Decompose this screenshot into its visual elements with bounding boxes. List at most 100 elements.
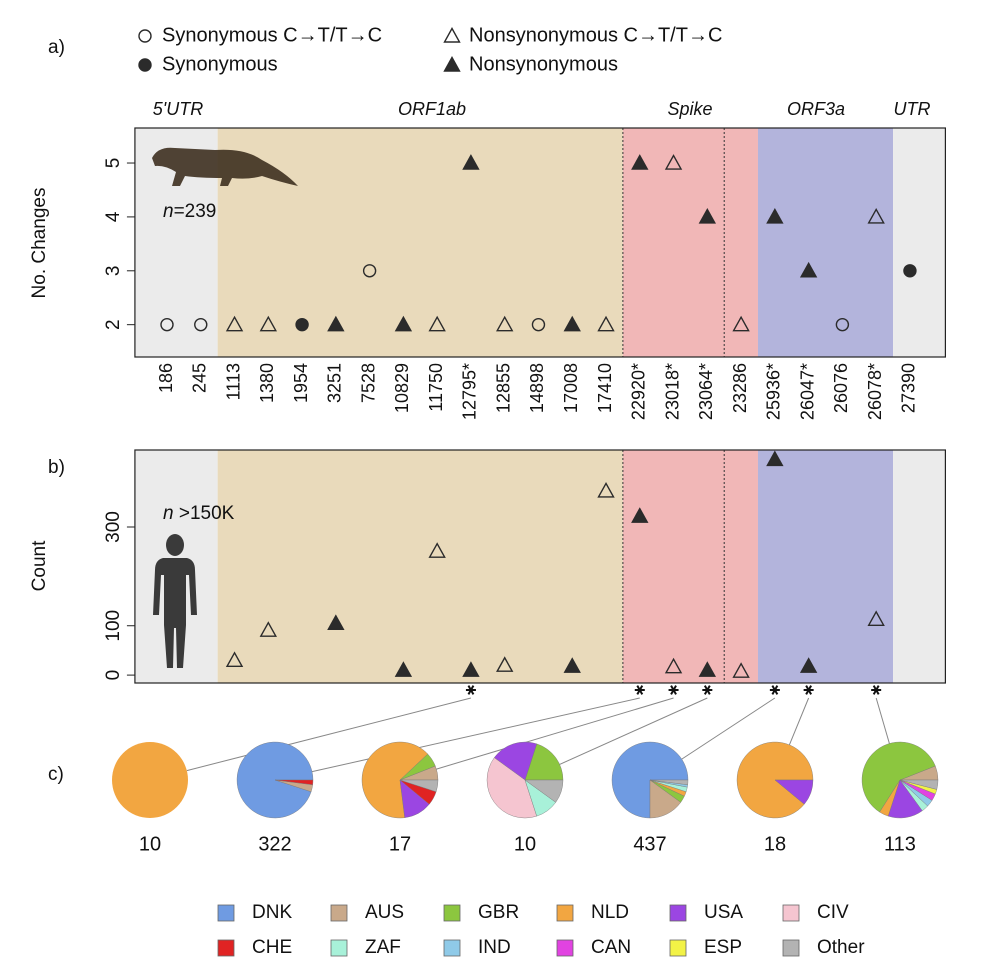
panel-label: a) [48,37,65,58]
point [496,656,514,672]
legend-swatch [669,939,687,957]
star [703,685,711,695]
x-tick-label: 11750 [426,363,446,412]
y-tick-label: 300 [103,511,124,543]
legend-label: Synonymous C→T/T→C [162,24,382,46]
point [766,207,784,224]
region-label: UTR [894,99,931,119]
legend-swatch [443,939,461,957]
region-band [217,128,623,357]
star [872,685,880,695]
y-axis-title: Count [29,540,50,591]
x-tick-label: 12795* [460,363,480,420]
y-tick-label: 4 [103,211,124,222]
legend-label: Nonsynonymous C→T/T→C [469,24,722,46]
pie-slice [649,779,689,785]
connector [311,697,640,773]
pie-total: 437 [633,833,666,855]
pie-slice [399,779,439,792]
x-tick-label: 14898 [527,363,547,413]
star [467,685,475,695]
x-tick-label: 7528 [358,363,378,403]
legend-swatch [556,904,574,922]
pie-total: 10 [139,833,161,855]
panel-label: b) [48,457,65,478]
point [563,657,581,673]
point [563,315,581,332]
x-tick-label: 10829 [392,363,412,413]
y-tick-label: 0 [103,670,124,681]
annotation-part: n [163,201,174,222]
point [664,657,683,674]
point [664,154,683,170]
annotation: n >150K [163,503,235,524]
x-tick-label: 186 [156,363,176,393]
connector [875,697,890,744]
legend-swatch [782,939,800,957]
legend-label: IND [478,937,511,958]
legend-label: Other [817,937,865,958]
point [327,315,345,332]
point [903,264,917,278]
legend-marker [443,56,461,72]
pie-slice [524,743,564,781]
x-tick-label: 26078* [865,363,885,420]
legend-swatch [669,904,687,922]
y-tick-label: 3 [103,265,124,276]
legend-label: DNK [252,902,292,923]
connector [681,697,776,760]
point [428,542,446,558]
region-band [622,450,758,683]
point [194,317,208,332]
pie-slice [274,779,314,785]
point [698,207,717,224]
pie-slice [361,741,428,819]
x-tick-label: 23286 [730,363,750,413]
pie-slice [611,741,689,819]
x-tick-label: 27390 [899,363,919,413]
y-axis-title: No. Changes [29,188,50,299]
region-label: 5'UTR [153,99,203,119]
x-tick-label: 1954 [291,363,311,403]
legend-swatch [556,939,574,957]
region-band [757,128,894,357]
star [771,685,779,695]
point [631,154,649,170]
point [597,315,615,332]
legend-label: AUS [365,902,404,923]
annotation-part: >150K [174,503,235,524]
pie-total: 322 [258,833,291,855]
annotation: n=239 [163,201,216,222]
point [732,315,750,332]
x-tick-label: 22920* [629,363,649,420]
connector [559,697,708,765]
annotation-part: =239 [174,201,217,222]
connector [788,697,810,746]
legend-label: ZAF [365,937,401,958]
plot-frame [134,449,946,684]
point [799,657,818,673]
panel-label: c) [48,764,64,785]
point [428,315,446,332]
point [259,315,277,332]
legend-label: USA [704,902,743,923]
legend-swatch [217,904,235,922]
pie-slice [861,741,936,813]
legend-swatch [782,904,800,922]
point [835,317,850,332]
point [225,315,244,332]
x-tick-label: 26047* [797,363,817,420]
x-tick-label: 17008 [561,363,581,413]
human-silhouette [153,534,197,668]
legend-label: CIV [817,902,849,923]
legend-label: Nonsynonymous [469,53,618,75]
legend-swatch [217,939,235,957]
region-label: ORF3a [787,99,845,119]
region-label: Spike [667,99,712,119]
point [698,661,717,677]
point [867,207,885,224]
star [670,685,677,695]
connector [436,697,674,770]
